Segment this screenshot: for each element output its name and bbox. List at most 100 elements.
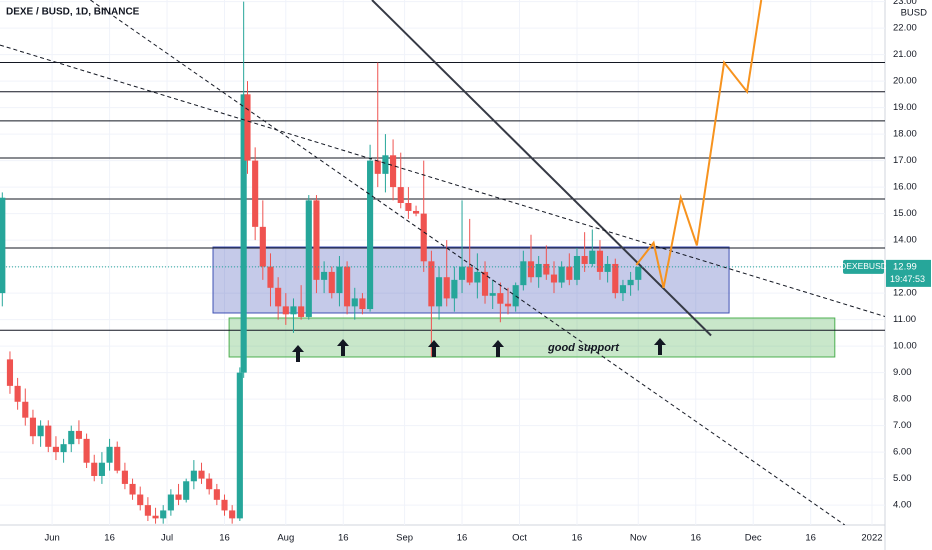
candle-body [374, 160, 381, 174]
annotations [0, 62, 885, 358]
candle-body [344, 266, 351, 307]
candle-body [14, 385, 21, 402]
y-tick-label: 23.00 [893, 0, 917, 7]
overlays [0, 0, 885, 525]
countdown-label: 19:47:53 [890, 274, 925, 284]
candle-body [635, 266, 642, 280]
candle-body [6, 359, 14, 386]
candle-body [351, 298, 358, 307]
candle-body [290, 306, 297, 315]
arrow [654, 338, 666, 355]
candle-body [305, 200, 312, 317]
candle-body [282, 306, 289, 315]
candle-body [566, 266, 573, 280]
candle-body [198, 470, 205, 479]
candle-body [29, 417, 37, 437]
candle-body [336, 266, 343, 294]
x-tick-label: Dec [745, 533, 762, 544]
candle-body [267, 266, 274, 288]
candle-body [382, 155, 389, 174]
y-tick-label: 4.00 [893, 500, 912, 511]
candle-body [535, 263, 542, 278]
y-tick-label: 16.00 [893, 182, 917, 193]
candle-body [160, 510, 167, 519]
x-tick-label: 16 [338, 533, 349, 544]
candle-body [367, 160, 374, 310]
candle-body [0, 197, 6, 294]
y-tick-label: 5.00 [893, 473, 912, 484]
trend-line [371, 0, 712, 337]
y-tick-label: 14.00 [893, 235, 917, 246]
candle-body [52, 446, 59, 453]
candle-body [550, 274, 558, 283]
candle-body [190, 470, 197, 482]
x-tick-label: 16 [805, 533, 816, 544]
x-tick-label: 16 [572, 533, 583, 544]
candle-body [114, 446, 121, 471]
x-tick-label: Jun [44, 533, 59, 544]
candle-body [183, 481, 190, 500]
candle-body [152, 515, 159, 519]
arrow [337, 339, 349, 356]
candle-body [435, 277, 443, 307]
candle-body [543, 263, 550, 275]
candle-body [213, 489, 220, 500]
candle-body [229, 510, 236, 519]
zone-box [228, 317, 836, 358]
symbol-label: DEXEBUSD [840, 261, 887, 271]
candle-body [45, 425, 52, 447]
candle-body [520, 261, 527, 286]
arrow [292, 345, 304, 362]
candle-body [405, 203, 412, 211]
candle-body [397, 187, 404, 204]
candle-body [83, 438, 90, 463]
candle-body [167, 494, 174, 511]
axes: 4.00 5.00 6.00 7.00 8.00 9.00 10.00 11.00 12.00 1… [44, 0, 931, 544]
candle-body [359, 298, 366, 310]
candle-body [259, 226, 266, 267]
candle-body [497, 293, 504, 304]
candle-body [413, 210, 420, 214]
candle-body [144, 505, 151, 516]
candle-body [60, 444, 67, 453]
candle-body [420, 213, 427, 262]
candle-body [75, 430, 82, 439]
candle-body [106, 446, 113, 463]
y-tick-label: 20.00 [893, 76, 917, 87]
x-tick-label: Oct [512, 533, 527, 544]
x-tick-label: Aug [277, 533, 294, 544]
support-arrows [292, 338, 666, 362]
candle-body [175, 494, 182, 500]
candle-body [68, 430, 75, 445]
arrow [428, 340, 440, 357]
candle-body [244, 94, 251, 161]
candle-body [443, 277, 450, 299]
candle-body [37, 425, 44, 437]
y-tick-label: 9.00 [893, 367, 912, 378]
x-tick-label: Nov [630, 533, 647, 544]
y-tick-label: 6.00 [893, 447, 912, 458]
candle-body [489, 293, 496, 296]
candle-body [466, 266, 473, 283]
candle-body [619, 285, 627, 294]
x-tick-label: 16 [457, 533, 468, 544]
annotation-text: good support [547, 342, 620, 354]
candle-body [512, 285, 519, 307]
candle-body [91, 462, 98, 476]
candle-body [428, 261, 435, 307]
candle-body [298, 306, 305, 317]
trend-line [0, 44, 885, 318]
trend-line [90, 0, 846, 525]
currency-label: BUSD [901, 8, 928, 19]
candle-body [527, 261, 535, 278]
candle-body [98, 462, 105, 476]
candle-body [581, 256, 588, 264]
x-tick-label: Sep [396, 533, 413, 544]
y-tick-label: 22.00 [893, 23, 917, 34]
candle-body [596, 250, 604, 272]
candle-body [474, 271, 481, 283]
candle-body [458, 266, 466, 280]
candle-body [573, 256, 581, 280]
candle-body [627, 279, 634, 286]
x-tick-label: Jul [161, 533, 173, 544]
